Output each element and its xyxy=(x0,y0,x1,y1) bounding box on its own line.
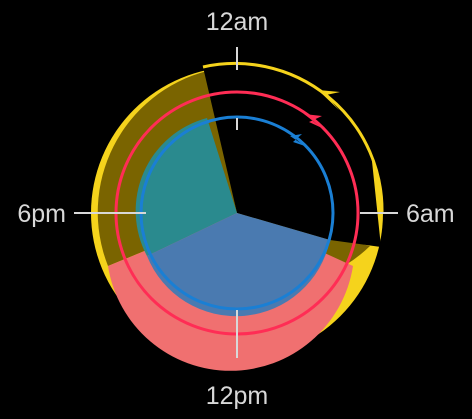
blue-sector xyxy=(147,213,330,317)
label-6pm: 6pm xyxy=(17,200,66,228)
black-sector xyxy=(203,66,381,247)
inner-arrow-icon xyxy=(290,134,305,146)
label-6am: 6am xyxy=(406,200,455,228)
yellow-arc-line xyxy=(202,61,384,214)
middle-arrow-icon xyxy=(304,114,322,128)
label-12pm: 12pm xyxy=(206,382,269,410)
label-12am: 12am xyxy=(206,8,269,36)
outer-arrow-icon xyxy=(318,90,340,110)
